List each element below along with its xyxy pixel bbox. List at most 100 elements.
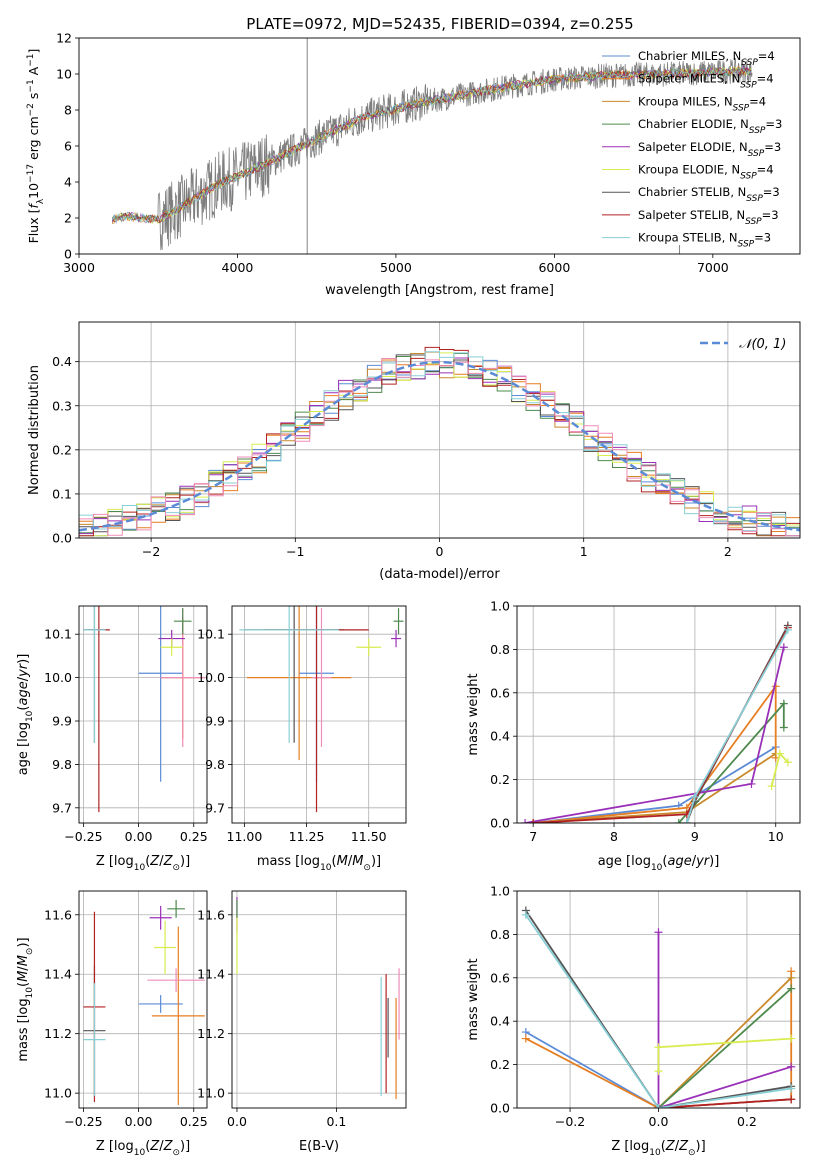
axes-frame xyxy=(516,890,801,1109)
x-axis-label: Z [log10(Z/Z⊙)] xyxy=(96,854,190,873)
weight-marker xyxy=(779,699,788,708)
spectrum-model-line xyxy=(111,65,752,224)
panel-age-vs-mass: 11.00 11.25 11.50 9.7 9.8 9.9 10.0 10.1 mass [lo… xyxy=(197,605,407,873)
weight-marker xyxy=(779,643,788,652)
y-tick-label: 0.6 xyxy=(490,970,510,985)
weight-line xyxy=(533,752,777,823)
weight-line xyxy=(658,1098,792,1108)
weight-marker xyxy=(747,779,756,788)
y-tick-label: 0.1 xyxy=(52,486,72,501)
x-tick-label: 3000 xyxy=(63,260,95,275)
axes-frame xyxy=(516,605,801,824)
legend-label: Chabrier STELIB, NSSP=3 xyxy=(638,185,780,204)
weight-marker xyxy=(779,723,788,732)
x-tick-label: 0.1 xyxy=(326,1114,346,1129)
legend-label: Chabrier MILES, NSSP=4 xyxy=(638,49,775,68)
x-tick-label: 0.25 xyxy=(180,829,208,844)
weight-marker xyxy=(783,758,792,767)
y-tick-label: 11.6 xyxy=(44,907,72,922)
plot-area xyxy=(239,606,404,813)
x-tick-label: −0.2 xyxy=(555,1114,585,1129)
x-tick-label: 0 xyxy=(436,544,444,559)
y-tick-label: 0.3 xyxy=(52,398,72,413)
plot-area xyxy=(83,606,205,813)
weight-line xyxy=(525,914,792,1108)
x-tick-label: 0.0 xyxy=(649,1114,669,1129)
legend-label: Salpeter STELIB, NSSP=3 xyxy=(638,208,779,227)
y-tick-label: 9.9 xyxy=(205,714,225,729)
y-tick-label: 0.2 xyxy=(52,442,72,457)
y-tick-label: 8 xyxy=(64,103,72,118)
spectrum-model-line xyxy=(111,66,752,224)
y-tick-label: 11.6 xyxy=(197,907,225,922)
x-tick-label: 7 xyxy=(529,829,537,844)
x-tick-label: 0.00 xyxy=(125,829,153,844)
panel-mass-vs-ebv: 0.0 0.1 11.0 11.2 11.4 11.6 E(B-V) xyxy=(197,890,407,1154)
residual-histogram xyxy=(79,351,800,537)
y-axis-label: Normed distribution xyxy=(27,365,42,495)
weight-line xyxy=(525,909,792,1108)
spectrum-data-line xyxy=(111,57,753,251)
weight-marker xyxy=(521,910,530,919)
x-tick-label: 7000 xyxy=(697,260,729,275)
weight-marker xyxy=(787,973,796,982)
panel-weight-vs-age: 7 8 9 10 0.0 0.2 0.4 0.6 0.8 1.0 age [log10(age/yr… xyxy=(466,599,801,873)
y-tick-label: 6 xyxy=(64,139,72,154)
axes-frame xyxy=(78,321,801,539)
x-tick-label: 10 xyxy=(768,829,784,844)
weight-line xyxy=(533,683,777,823)
weight-marker xyxy=(529,819,538,823)
x-tick-label: 4000 xyxy=(222,260,254,275)
x-tick-label: 9 xyxy=(691,829,699,844)
weight-marker xyxy=(521,1034,530,1043)
y-tick-label: 9.9 xyxy=(52,714,72,729)
axes-frame xyxy=(231,890,407,1109)
weight-marker xyxy=(654,1067,663,1076)
legend-label: Kroupa ELODIE, NSSP=4 xyxy=(638,163,774,182)
x-tick-label: 5000 xyxy=(380,260,412,275)
y-tick-label: 0.8 xyxy=(490,642,510,657)
panel-mass-vs-Z: −0.25 0.00 0.25 11.0 11.2 11.4 11.6 Z [log10(Z/… xyxy=(16,890,208,1158)
x-tick-label: −2 xyxy=(142,544,160,559)
x-axis-label: (data-model)/error xyxy=(379,567,500,582)
y-tick-label: 0.6 xyxy=(490,685,510,700)
y-tick-label: 0 xyxy=(64,247,72,262)
weight-line xyxy=(533,627,789,823)
x-tick-label: 2 xyxy=(724,544,732,559)
x-tick-label: 0.0 xyxy=(227,1114,247,1129)
x-axis-label: Z [log10(Z/Z⊙)] xyxy=(96,1139,190,1158)
plot-area xyxy=(79,346,800,537)
y-tick-label: 0.8 xyxy=(490,927,510,942)
x-tick-label: −0.25 xyxy=(64,829,102,844)
x-axis-label: age [log10(age/yr)] xyxy=(598,854,720,873)
y-tick-label: 2 xyxy=(64,211,72,226)
y-tick-label: 0.0 xyxy=(490,816,510,831)
legend-label: Kroupa MILES, NSSP=4 xyxy=(638,94,766,113)
legend-label: Salpeter MILES, NSSP=4 xyxy=(638,72,774,91)
y-tick-label: 4 xyxy=(64,175,72,190)
spectrum-model-line xyxy=(112,67,752,224)
x-tick-label: 0.25 xyxy=(180,1114,208,1129)
legend-label: Chabrier ELODIE, NSSP=3 xyxy=(638,117,782,136)
y-tick-label: 10.0 xyxy=(44,670,72,685)
residual-histogram xyxy=(79,354,800,537)
y-tick-label: 11.0 xyxy=(197,1086,225,1101)
y-tick-label: 9.7 xyxy=(205,800,225,815)
y-tick-label: 11.0 xyxy=(44,1086,72,1101)
x-axis-label: Z [log10(Z/Z⊙)] xyxy=(611,1139,705,1158)
y-tick-label: 11.4 xyxy=(44,967,72,982)
plot-area xyxy=(83,899,205,1106)
x-axis-label: E(B-V) xyxy=(299,1139,339,1154)
x-tick-label: 1 xyxy=(580,544,588,559)
x-tick-label: −0.25 xyxy=(64,1114,102,1129)
y-tick-label: 10.1 xyxy=(44,627,72,642)
weight-marker xyxy=(654,1043,663,1052)
weight-line xyxy=(685,629,789,823)
y-tick-label: 0.4 xyxy=(490,1014,510,1029)
x-tick-label: 6000 xyxy=(538,260,570,275)
y-tick-label: 0.0 xyxy=(490,1101,510,1116)
axes-frame xyxy=(231,605,407,824)
weight-line xyxy=(657,987,792,1108)
x-axis-label: mass [log10(M/M⊙)] xyxy=(257,854,381,873)
